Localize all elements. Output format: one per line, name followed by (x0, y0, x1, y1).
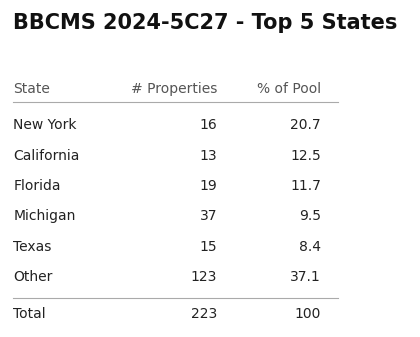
Text: 12.5: 12.5 (290, 149, 321, 162)
Text: % of Pool: % of Pool (257, 82, 321, 96)
Text: 20.7: 20.7 (290, 118, 321, 132)
Text: 11.7: 11.7 (290, 179, 321, 193)
Text: Other: Other (13, 270, 52, 284)
Text: Florida: Florida (13, 179, 60, 193)
Text: 15: 15 (200, 240, 217, 254)
Text: California: California (13, 149, 79, 162)
Text: Michigan: Michigan (13, 209, 76, 223)
Text: 100: 100 (294, 307, 321, 321)
Text: 16: 16 (200, 118, 217, 132)
Text: Total: Total (13, 307, 46, 321)
Text: # Properties: # Properties (131, 82, 217, 96)
Text: 37.1: 37.1 (290, 270, 321, 284)
Text: 13: 13 (200, 149, 217, 162)
Text: 19: 19 (200, 179, 217, 193)
Text: 123: 123 (191, 270, 217, 284)
Text: New York: New York (13, 118, 77, 132)
Text: BBCMS 2024-5C27 - Top 5 States: BBCMS 2024-5C27 - Top 5 States (13, 13, 397, 33)
Text: 223: 223 (191, 307, 217, 321)
Text: 9.5: 9.5 (299, 209, 321, 223)
Text: State: State (13, 82, 50, 96)
Text: Texas: Texas (13, 240, 52, 254)
Text: 8.4: 8.4 (299, 240, 321, 254)
Text: 37: 37 (200, 209, 217, 223)
